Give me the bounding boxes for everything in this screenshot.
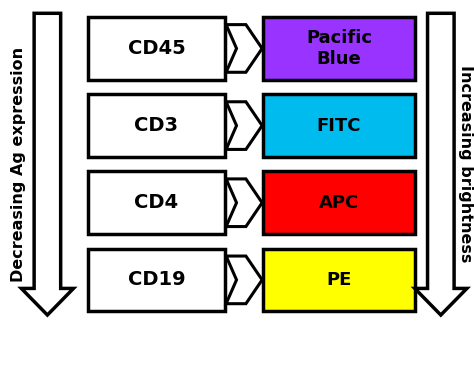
Text: Pacific
Blue: Pacific Blue [306, 29, 372, 68]
Polygon shape [415, 13, 467, 315]
Polygon shape [21, 13, 73, 315]
Text: CD19: CD19 [128, 271, 185, 290]
FancyBboxPatch shape [263, 94, 415, 157]
Polygon shape [226, 256, 262, 304]
Text: Increasing brightness: Increasing brightness [458, 65, 473, 263]
Text: APC: APC [319, 194, 359, 212]
FancyBboxPatch shape [88, 171, 225, 234]
Polygon shape [226, 179, 262, 226]
Text: CD4: CD4 [134, 193, 179, 212]
Text: FITC: FITC [317, 117, 361, 135]
Text: CD45: CD45 [128, 39, 185, 58]
Text: PE: PE [326, 271, 352, 289]
FancyBboxPatch shape [263, 17, 415, 80]
Text: CD3: CD3 [135, 116, 178, 135]
FancyBboxPatch shape [263, 249, 415, 311]
FancyBboxPatch shape [88, 94, 225, 157]
Polygon shape [226, 102, 262, 149]
FancyBboxPatch shape [263, 171, 415, 234]
Text: Decreasing Ag expression: Decreasing Ag expression [10, 47, 26, 282]
Polygon shape [226, 25, 262, 72]
FancyBboxPatch shape [88, 17, 225, 80]
FancyBboxPatch shape [88, 249, 225, 311]
